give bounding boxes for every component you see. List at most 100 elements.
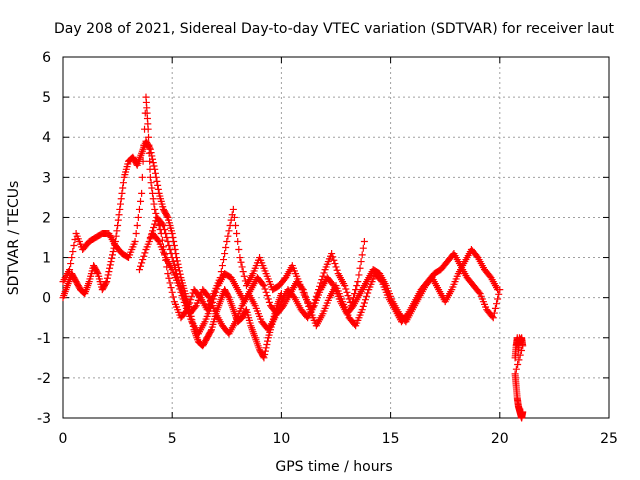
data-point [519,342,527,350]
data-point-fill [263,292,271,300]
data-point-fill [69,248,77,256]
data-point-fill [329,253,337,261]
x-tick-label: 20 [491,431,509,447]
chart-title: Day 208 of 2021, Sidereal Day-to-day VTE… [54,21,615,37]
data-point-fill [342,285,350,293]
series-track-5 [511,334,527,422]
data-point-fill [150,200,158,208]
data-point-fill [177,283,185,291]
data-point-fill [108,254,116,262]
data-point-fill [187,296,195,304]
data-point-fill [233,229,241,237]
data-point-fill [357,258,365,266]
data-point-fill [109,248,117,256]
data-point-fill [102,279,110,287]
data-point-fill [333,266,341,274]
data-point [146,173,154,181]
data-point-fill [103,274,111,282]
data-point-fill [232,221,240,229]
data-point-fill [149,227,157,235]
data-point-fill [475,288,483,296]
data-point-fill [343,288,351,296]
data-point-fill [106,261,114,269]
data-point-fill [298,284,306,292]
data-point-fill [113,227,121,235]
data-point-fill [207,327,215,335]
data-point [358,306,366,314]
data-point-fill [152,209,160,217]
data-point-fill [263,340,271,348]
data-point-fill [154,236,162,244]
data-point-fill [332,263,340,271]
data-point-fill [169,258,177,266]
data-point-fill [167,250,175,258]
data-point-fill [151,220,159,228]
data-point-fill [163,212,171,220]
data-point-fill [114,221,122,229]
data-point-fill [149,159,157,167]
data-point-fill [168,254,176,262]
data-point-fill [174,273,182,281]
data-point-fill [352,286,360,294]
data-point-fill [512,365,520,373]
data-point-fill [356,264,364,272]
data-point [489,314,497,322]
y-tick-label: 1 [42,251,51,267]
data-point-fill [168,288,176,296]
data-point-fill [353,282,361,290]
data-point-fill [132,229,140,237]
plot-frame [62,56,610,419]
data-point-fill [146,157,154,165]
data-point-fill [359,244,367,252]
data-point-fill [137,197,145,205]
data-point [164,270,172,278]
x-tick-label: 25 [600,431,618,447]
data-point-fill [224,292,232,300]
data-point-fill [261,347,269,355]
data-point-fill [264,295,272,303]
data-point-fill [147,149,155,157]
data-point-fill [331,260,339,268]
data-point-fill [493,300,501,308]
data-point-fill [494,295,502,303]
data-point-fill [147,230,155,238]
y-tick-label: -2 [37,371,51,387]
y-tick-label: 2 [42,210,51,226]
data-point-fill [320,269,328,277]
data-point-fill [364,289,372,297]
data-point-fill [145,149,153,157]
data-point-fill [300,289,308,297]
data-point-fill [183,303,191,311]
data-point [151,205,159,213]
data-point-fill [114,216,122,224]
data-point-fill [178,286,186,294]
data-point-fill [148,184,156,192]
data-point-fill [158,220,166,228]
data-point [360,238,368,246]
x-tick-label: 0 [59,431,68,447]
data-point-fill [186,299,194,307]
data-point-fill [165,242,173,250]
data-point-fill [262,288,270,296]
data-point-fill [106,264,114,272]
y-axis-title: SDTVAR / TECUs [6,181,22,296]
data-point-fill [70,242,78,250]
data-point-fill [162,229,170,237]
data-point-fill [181,296,189,304]
data-point-fill [230,213,238,221]
data-point-fill [105,268,113,276]
data-point-fill [491,304,499,312]
data-point-fill [145,141,153,149]
data-point-fill [174,260,182,268]
data-point-fill [149,195,157,203]
data-point-fill [133,221,141,229]
data-point-fill [235,246,243,254]
data-point-fill [301,292,309,300]
data-point [159,221,167,229]
data-point-fill [118,189,126,197]
data-point-fill [220,256,228,264]
data-point-fill [146,165,154,173]
data-point-fill [140,252,148,260]
y-tick-label: 5 [42,90,51,106]
